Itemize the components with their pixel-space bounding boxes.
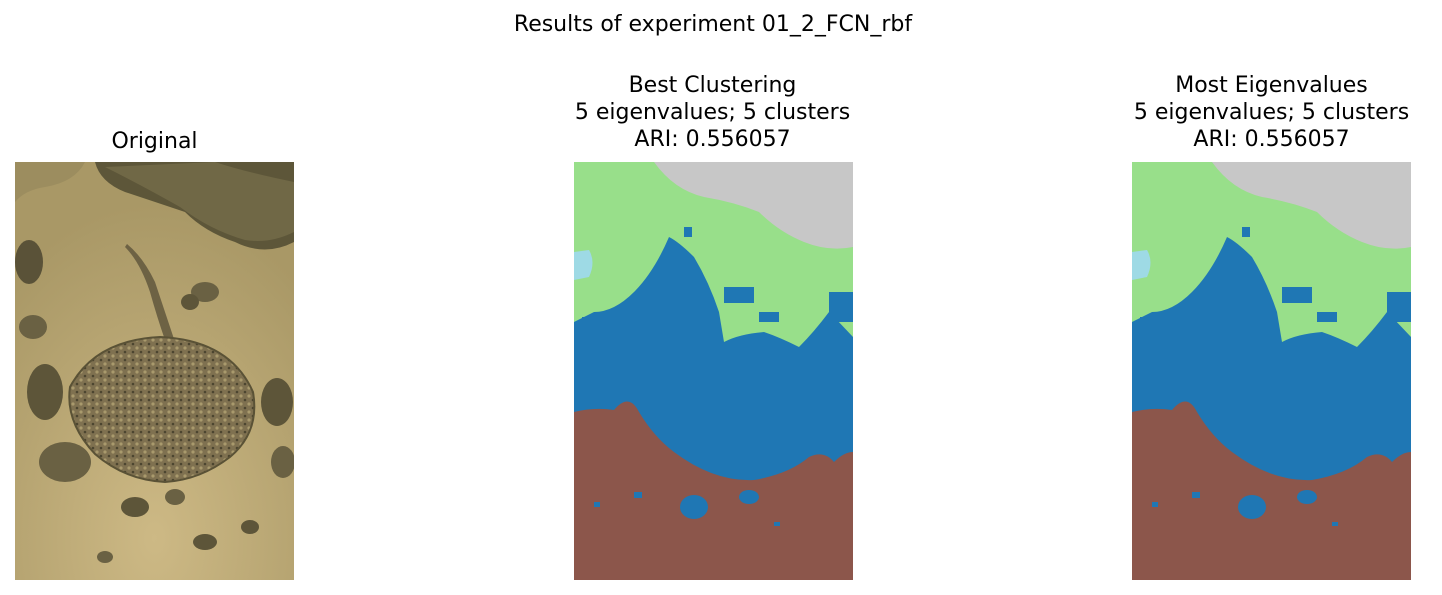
figure-suptitle: Results of experiment 01_2_FCN_rbf	[513, 12, 913, 37]
best-clustering-map	[574, 162, 853, 580]
most-eigenvalues-title-line2: 5 eigenvalues; 5 clusters	[1133, 100, 1410, 125]
most-eigenvalues-title-line3: ARI: 0.556057	[1193, 127, 1350, 152]
most-eigenvalues-title: Most Eigenvalues 5 eigenvalues; 5 cluste…	[1111, 72, 1432, 153]
best-clustering-title-line1: Best Clustering	[628, 73, 797, 98]
most-eigenvalues-map	[1132, 162, 1411, 580]
most-eigenvalues-title-line1: Most Eigenvalues	[1175, 73, 1368, 98]
original-title: Original	[14, 128, 295, 155]
best-clustering-title: Best Clustering 5 eigenvalues; 5 cluster…	[552, 72, 873, 153]
original-image	[15, 162, 294, 580]
best-clustering-title-line2: 5 eigenvalues; 5 clusters	[574, 100, 851, 125]
original-title-line: Original	[111, 129, 198, 154]
best-clustering-title-line3: ARI: 0.556057	[634, 127, 791, 152]
